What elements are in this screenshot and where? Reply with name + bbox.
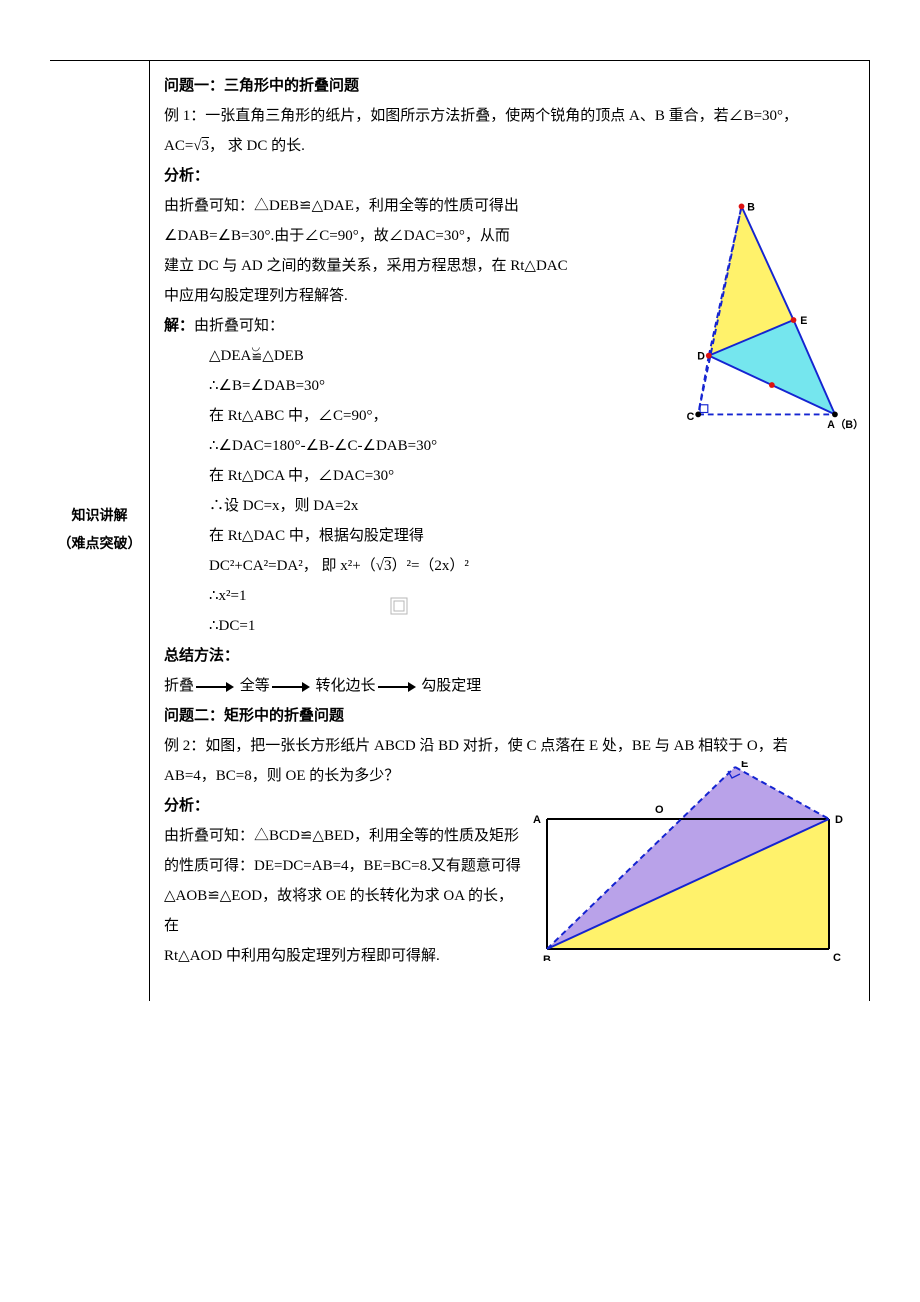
congruent-symbol: ◡≌ (251, 343, 262, 361)
content-cell: 问题一：三角形中的折叠问题 例 1：一张直角三角形的纸片，如图所示方法折叠，使两… (150, 61, 869, 1001)
ex1-pre: AC= (164, 138, 193, 154)
problem-2-title: 问题二：矩形中的折叠问题 (164, 701, 855, 731)
solve-label: 解： (164, 318, 194, 334)
figure-1-triangle-fold: B E D C A（B） (599, 191, 859, 451)
sidebar-cell: 知识讲解 （难点突破） (50, 61, 150, 1001)
s8-post: ）²=（2x）² (391, 558, 468, 574)
p1-s5: 在 Rt△DCA 中，∠DAC=30° (164, 461, 855, 491)
svg-text:B: B (747, 201, 755, 213)
svg-text:D: D (835, 814, 843, 826)
sqrt-symbol (193, 138, 201, 154)
sqrt-val: 3 (202, 138, 210, 154)
figure-2-rectangle-fold: A D B C E O (527, 761, 855, 961)
p2-analysis-2: 的性质可得：DE=DC=AB=4，BE=BC=8.又有题意可得 (164, 851, 524, 881)
p1-s9: ∴x²=1 (164, 581, 855, 611)
example-2-line2: AB=4，BC=8，则 OE 的长为多少？ (164, 761, 524, 791)
s8-pre: DC²+CA²=DA²， 即 x²+（ (209, 558, 376, 574)
problem-1-title: 问题一：三角形中的折叠问题 (164, 71, 855, 101)
ex1-post: ， 求 DC 的长. (209, 138, 305, 154)
svg-text:B: B (543, 954, 551, 961)
svg-text:A（B）: A（B） (827, 418, 859, 431)
example-1-line2: AC= 3， 求 DC 的长. (164, 131, 855, 161)
arrow-icon (272, 681, 310, 693)
p1-s8: DC²+CA²=DA²， 即 x²+（3）²=（2x）² (164, 551, 855, 581)
p1-s10: ∴DC=1 (164, 611, 855, 641)
svg-text:C: C (833, 952, 841, 961)
arrow-icon (378, 681, 416, 693)
s1-pre: △DEA (209, 348, 251, 364)
m4: 勾股定理 (421, 678, 481, 694)
m2: 全等 (240, 678, 270, 694)
p1-analysis-2: ∠DAB=∠B=30°.由于∠C=90°，故∠DAC=30°，从而 (164, 221, 594, 251)
method-label: 总结方法： (164, 641, 855, 671)
m1: 折叠 (164, 678, 194, 694)
example-2-line1: 例 2：如图，把一张长方形纸片 ABCD 沿 BD 对折，使 C 点落在 E 处… (164, 731, 855, 761)
p1-s6: ∴设 DC=x，则 DA=2x (164, 491, 855, 521)
arrow-icon (196, 681, 234, 693)
svg-text:D: D (697, 351, 705, 363)
p1-analysis-1: 由折叠可知：△DEB≌△DAE，利用全等的性质可得出 (164, 191, 594, 221)
analysis-label-1: 分析： (164, 161, 594, 191)
svg-text:E: E (800, 315, 807, 327)
p1-s7: 在 Rt△DAC 中，根据勾股定理得 (164, 521, 855, 551)
svg-text:A: A (533, 814, 541, 826)
solve-extra: 由折叠可知： (194, 318, 284, 334)
analysis-label-2: 分析： (164, 791, 524, 821)
svg-text:C: C (687, 411, 695, 423)
p2-analysis-1: 由折叠可知：△BCD≌△BED，利用全等的性质及矩形 (164, 821, 524, 851)
sidebar-title-1: 知识讲解 (58, 503, 142, 531)
content-table: 知识讲解 （难点突破） 问题一：三角形中的折叠问题 例 1：一张直角三角形的纸片… (50, 60, 870, 1001)
svg-text:E: E (741, 761, 748, 770)
p2-analysis-3: △AOB≌△EOD，故将求 OE 的长转化为求 OA 的长，在 (164, 881, 524, 941)
sidebar-title-2: （难点突破） (58, 531, 142, 559)
svg-text:O: O (655, 804, 664, 816)
m3: 转化边长 (316, 678, 376, 694)
p1-analysis-4: 中应用勾股定理列方程解答. (164, 281, 594, 311)
s1-post: △DEB (262, 348, 304, 364)
p1-analysis-3: 建立 DC 与 AD 之间的数量关系，采用方程思想，在 Rt△DAC (164, 251, 594, 281)
sqrt-symbol-2 (376, 558, 384, 574)
p2-analysis-4: Rt△AOD 中利用勾股定理列方程即可得解. (164, 941, 524, 971)
example-1-line1: 例 1：一张直角三角形的纸片，如图所示方法折叠，使两个锐角的顶点 A、B 重合，… (164, 101, 855, 131)
method-flow: 折叠 全等 转化边长 勾股定理 (164, 671, 855, 701)
